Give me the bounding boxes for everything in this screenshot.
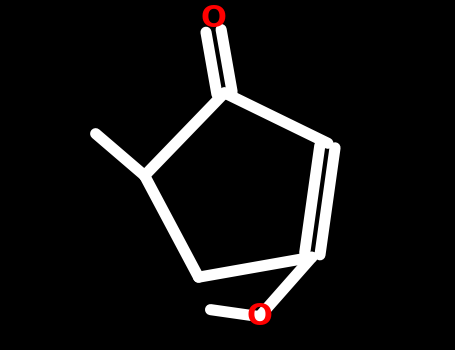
Text: O: O bbox=[247, 302, 273, 331]
Text: O: O bbox=[201, 4, 227, 33]
